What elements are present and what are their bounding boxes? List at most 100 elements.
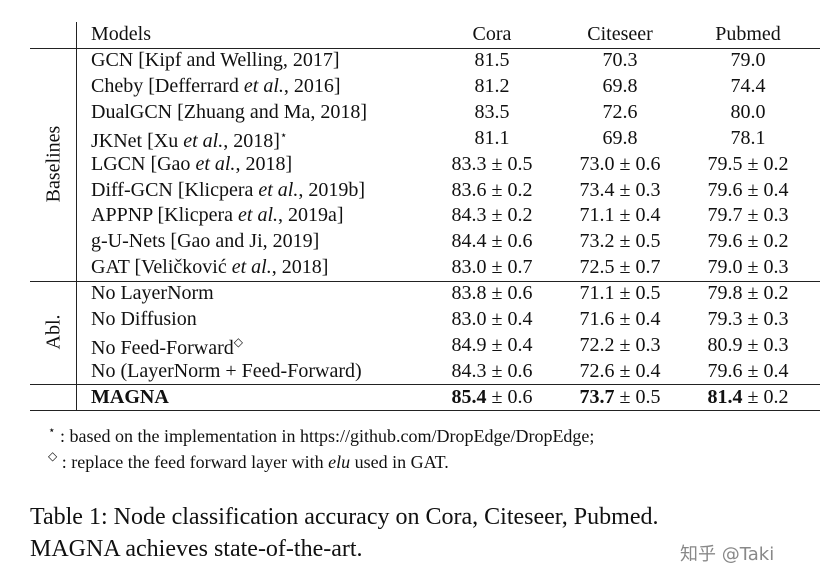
result-cell: 73.7 ± 0.5 (580, 385, 661, 409)
text-segment: , 2019b] (298, 178, 366, 201)
text-segment: used in GAT. (350, 452, 449, 472)
result-cell: 71.6 ± 0.4 (579, 307, 661, 330)
model-name: DualGCN [Zhuang and Ma, 2018] (91, 100, 368, 123)
text-segment: LGCN [Gao (91, 152, 196, 175)
footnote: ⋆ : based on the implementation in https… (48, 418, 594, 448)
model-name: GAT [Veličković et al., 2018] (91, 255, 328, 279)
result-cell: 74.4 (730, 74, 766, 97)
result-cell: 79.0 ± 0.3 (707, 256, 789, 279)
text-segment: et al. (238, 204, 279, 227)
header-cell: Pubmed (715, 23, 781, 45)
header-cell: Cora (472, 23, 512, 45)
header-cell: Citeseer (587, 23, 653, 45)
result-cell: 84.3 ± 0.6 (451, 359, 533, 382)
text-segment: et al. (231, 256, 272, 279)
result-cell: 70.3 (602, 49, 638, 71)
table-rule (30, 384, 820, 386)
result-cell: 79.7 ± 0.3 (707, 204, 789, 227)
table-rule (30, 48, 820, 50)
model-name: APPNP [Klicpera et al., 2019a] (91, 203, 344, 227)
text-segment: 85.4 (451, 386, 487, 408)
model-name: No Diffusion (91, 307, 197, 330)
result-cell: 69.8 (602, 74, 638, 97)
caption-line: MAGNA achieves state-of-the-art. (30, 536, 363, 562)
text-segment: et al. (195, 152, 236, 175)
result-cell: 69.8 (602, 126, 638, 149)
model-name: MAGNA (91, 385, 169, 409)
result-cell: 79.6 ± 0.4 (707, 178, 789, 201)
table-rule (30, 281, 820, 283)
result-cell: 79.3 ± 0.3 (707, 307, 789, 330)
result-cell: 81.5 (474, 49, 510, 71)
result-cell: 79.6 ± 0.2 (707, 230, 789, 253)
text-segment: Diff-GCN [Klicpera (91, 178, 259, 201)
text-segment: MAGNA (91, 386, 169, 408)
result-cell: 84.9 ± 0.4 (451, 333, 533, 356)
result-cell: 71.1 ± 0.4 (579, 204, 661, 227)
text-segment: et al. (258, 178, 299, 201)
result-cell: 79.5 ± 0.2 (707, 152, 789, 175)
result-cell: 83.0 ± 0.4 (451, 307, 533, 330)
text-segment: et al. (243, 74, 284, 97)
text-segment: GAT [Veličković (91, 256, 232, 279)
result-cell: 80.9 ± 0.3 (707, 333, 789, 356)
text-segment: No Feed-Forward (91, 336, 234, 359)
text-segment: et al. (183, 129, 224, 152)
model-name: LGCN [Gao et al., 2018] (91, 152, 292, 176)
text-segment: 81.4 (707, 386, 743, 408)
text-segment: , 2019a] (278, 204, 344, 227)
result-cell: 79.6 ± 0.4 (707, 359, 789, 382)
group-label: Abl. (42, 314, 65, 350)
text-segment: , 2018] (235, 152, 293, 175)
text-segment: , 2016] (283, 74, 341, 97)
result-cell: 72.6 (602, 100, 638, 123)
result-cell: 85.4 ± 0.6 (452, 385, 533, 409)
caption-line: Table 1: Node classification accuracy on… (30, 504, 659, 530)
model-name: GCN [Kipf and Welling, 2017] (91, 49, 340, 71)
text-segment: , 2018] (223, 129, 280, 152)
header-cell: Models (91, 23, 151, 45)
text-segment: : replace the feed forward layer with (57, 452, 329, 472)
text-segment: APPNP [Klicpera (91, 204, 239, 227)
text-segment: elu (328, 452, 351, 472)
result-cell: 83.0 ± 0.7 (451, 256, 533, 279)
text-segment: : based on the implementation in https:/… (55, 426, 595, 446)
result-cell: 72.5 ± 0.7 (579, 256, 661, 279)
text-segment: ± 0.5 (614, 386, 661, 408)
model-name: No Feed-Forward◇ (91, 330, 243, 360)
model-name: g-U-Nets [Gao and Ji, 2019] (91, 230, 320, 253)
text-segment: JKNet [Xu (91, 129, 184, 152)
model-name: No LayerNorm (91, 282, 214, 304)
text-segment: ◇ (48, 449, 58, 463)
model-name: Cheby [Defferrard et al., 2016] (91, 74, 341, 98)
result-cell: 72.2 ± 0.3 (579, 333, 661, 356)
text-segment: ± 0.6 (486, 386, 533, 408)
result-cell: 84.3 ± 0.2 (451, 204, 533, 227)
result-cell: 78.1 (730, 126, 766, 149)
group-label: Baselines (42, 125, 65, 202)
result-cell: 83.8 ± 0.6 (451, 282, 533, 304)
result-cell: 73.0 ± 0.6 (579, 152, 661, 175)
result-cell: 83.3 ± 0.5 (451, 152, 533, 175)
text-segment: ⋆ (48, 423, 56, 437)
text-segment: 73.7 (579, 386, 615, 408)
table-rule (76, 22, 78, 411)
text-segment: ◇ (233, 334, 243, 349)
text-segment: ⋆ (279, 127, 288, 142)
footnote: ◇ : replace the feed forward layer with … (48, 444, 449, 474)
result-cell: 72.6 ± 0.4 (579, 359, 661, 382)
result-cell: 79.0 (730, 49, 766, 71)
result-cell: 83.5 (474, 100, 510, 123)
result-cell: 79.8 ± 0.2 (707, 282, 789, 304)
text-segment: , 2018] (271, 256, 329, 279)
text-segment: Cheby [Defferrard (91, 74, 244, 97)
result-cell: 81.4 ± 0.2 (708, 385, 789, 409)
result-cell: 73.2 ± 0.5 (579, 230, 661, 253)
table-rule (30, 410, 820, 412)
result-cell: 83.6 ± 0.2 (451, 178, 533, 201)
result-cell: 81.1 (474, 126, 510, 149)
text-segment: ± 0.2 (742, 386, 789, 408)
result-cell: 81.2 (474, 74, 510, 97)
result-cell: 71.1 ± 0.5 (579, 282, 661, 304)
